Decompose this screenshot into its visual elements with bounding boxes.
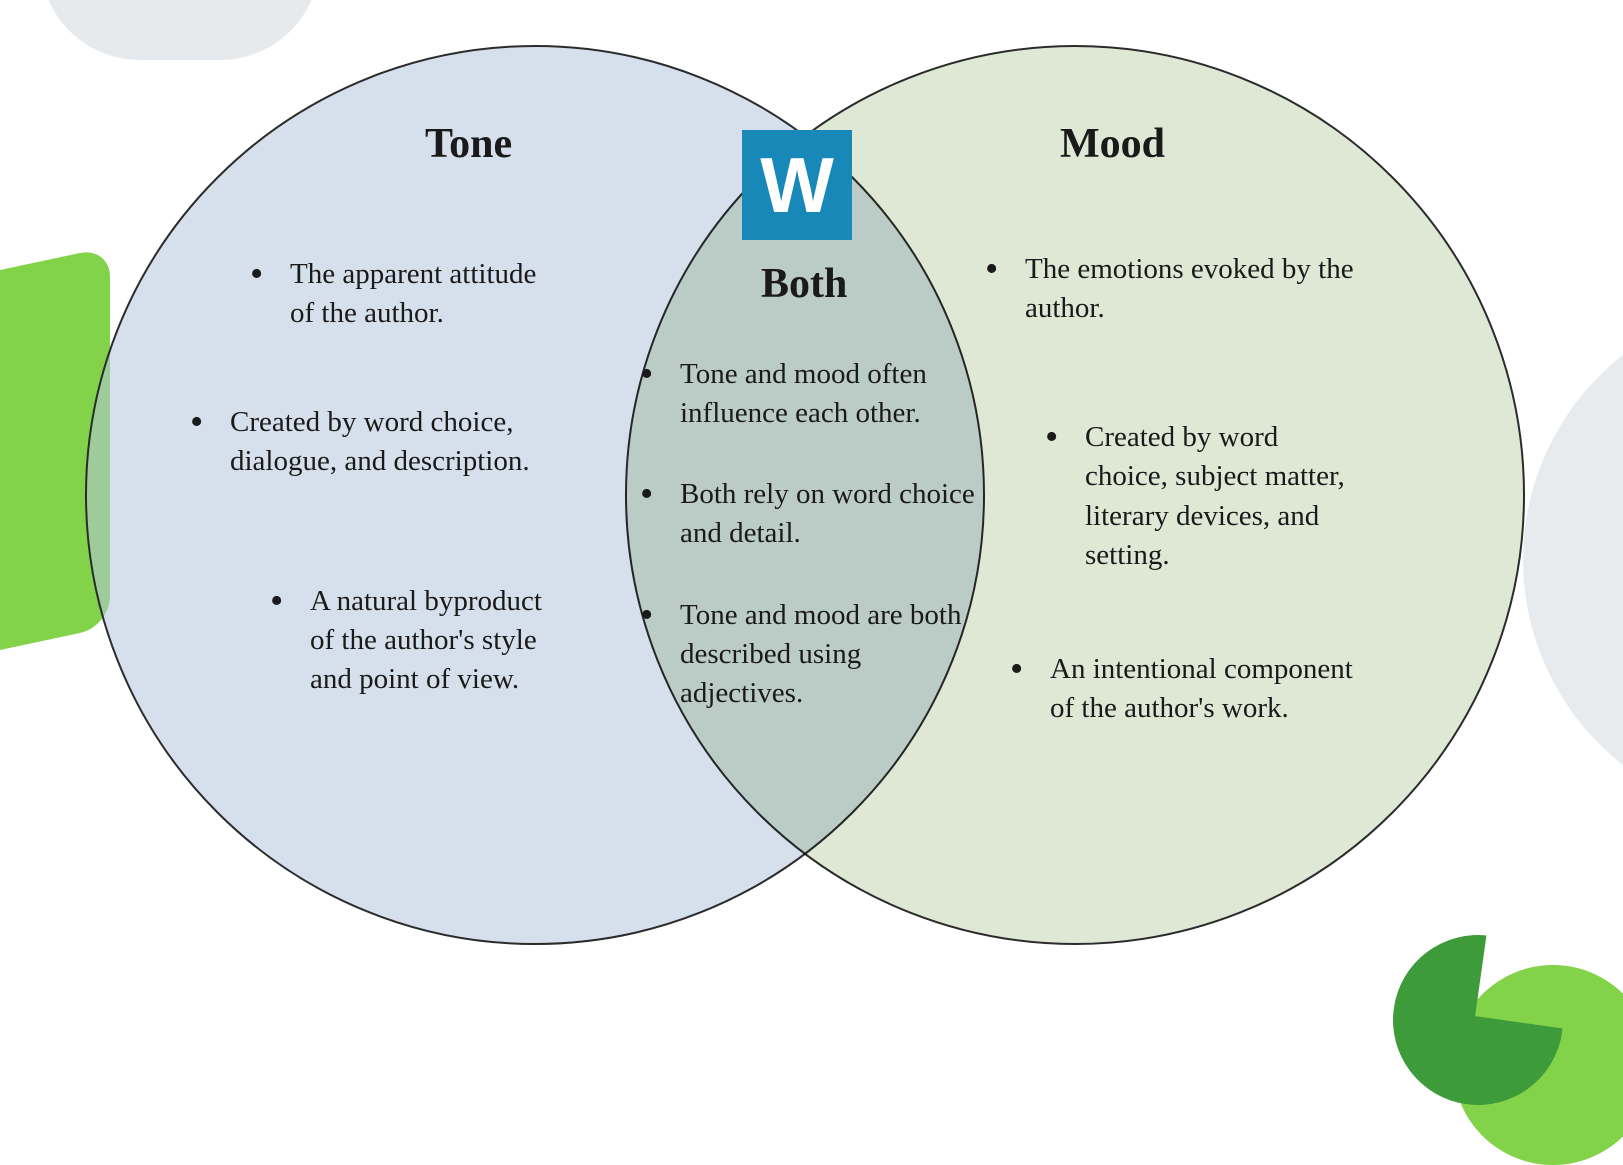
list-item: Both rely on word choice and detail.	[640, 475, 980, 553]
venn-right-content: The emotions evoked by the author. Creat…	[995, 250, 1365, 783]
list-item: An intentional component of the author's…	[1010, 650, 1365, 728]
list-item: A natural byproduct of the author's styl…	[270, 582, 555, 699]
venn-title-right: Mood	[1060, 120, 1165, 168]
venn-diagram: Tone Mood W Both The apparent attitude o…	[85, 45, 1545, 1015]
list-item: The apparent attitude of the author.	[250, 255, 555, 333]
venn-center-content: Tone and mood often influence each other…	[640, 355, 980, 755]
list-item: Tone and mood often influence each other…	[640, 355, 980, 433]
logo-letter: W	[760, 140, 834, 231]
list-item: The emotions evoked by the author.	[985, 250, 1365, 328]
list-item: Created by word choice, dialogue, and de…	[190, 403, 555, 481]
logo-badge: W	[742, 130, 852, 240]
list-item: Tone and mood are both described using a…	[640, 596, 980, 713]
venn-title-left: Tone	[425, 120, 512, 168]
list-item: Created by word choice, subject matter, …	[1045, 418, 1365, 575]
venn-left-content: The apparent attitude of the author. Cre…	[205, 255, 555, 754]
venn-title-center: Both	[761, 260, 847, 308]
